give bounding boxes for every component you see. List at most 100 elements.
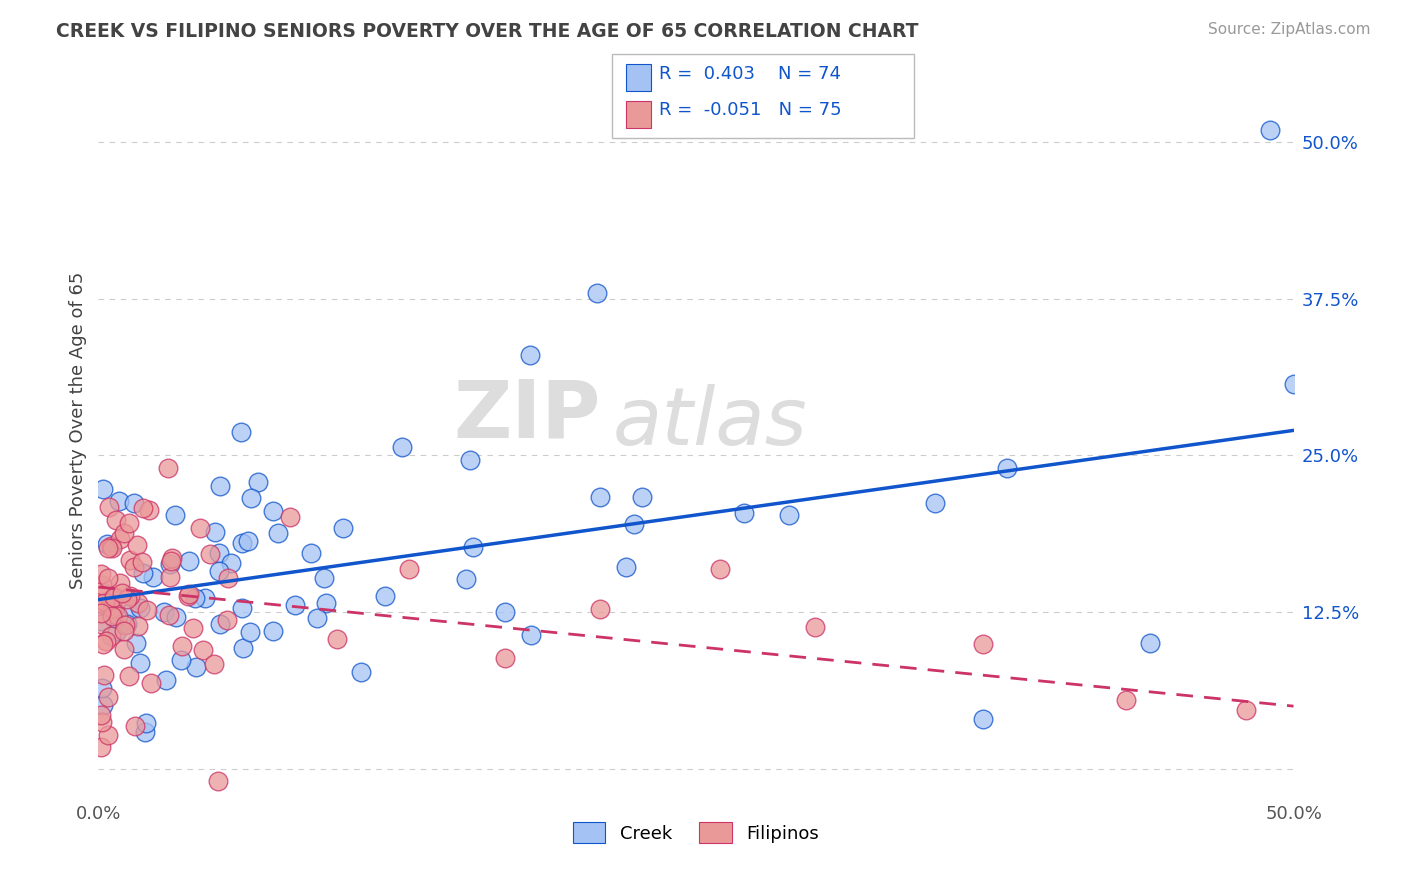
- Point: [103, 590, 125, 604]
- Point: [110, 576, 132, 591]
- Point: [91, 483, 114, 497]
- Point: [972, 712, 994, 726]
- Point: [112, 624, 135, 638]
- Point: [454, 572, 477, 586]
- Point: [460, 453, 482, 467]
- Point: [972, 636, 994, 650]
- Point: [159, 570, 181, 584]
- Point: [262, 504, 284, 518]
- Text: CREEK VS FILIPINO SENIORS POVERTY OVER THE AGE OF 65 CORRELATION CHART: CREEK VS FILIPINO SENIORS POVERTY OVER T…: [56, 22, 918, 41]
- Point: [117, 591, 139, 606]
- Point: [91, 714, 114, 729]
- Point: [709, 562, 731, 576]
- Point: [94, 594, 117, 608]
- Point: [91, 698, 114, 713]
- Point: [124, 496, 146, 510]
- Point: [112, 526, 135, 541]
- Point: [314, 571, 336, 585]
- Point: [132, 500, 155, 515]
- Point: [93, 667, 115, 681]
- Point: [160, 550, 183, 565]
- Point: [115, 617, 138, 632]
- Point: [155, 673, 177, 688]
- Point: [128, 656, 150, 670]
- Point: [170, 653, 193, 667]
- Point: [1115, 693, 1137, 707]
- Point: [90, 567, 112, 582]
- Point: [101, 609, 124, 624]
- Point: [207, 546, 229, 560]
- Point: [231, 600, 253, 615]
- Point: [177, 587, 200, 601]
- Point: [461, 540, 484, 554]
- Point: [105, 624, 128, 638]
- Text: R =  0.403    N = 74: R = 0.403 N = 74: [659, 65, 841, 83]
- Point: [90, 606, 112, 620]
- Point: [101, 591, 124, 605]
- Point: [184, 659, 207, 673]
- Point: [519, 348, 541, 362]
- Point: [589, 602, 612, 616]
- Point: [207, 774, 229, 789]
- Point: [97, 541, 120, 556]
- Point: [778, 508, 800, 522]
- Point: [90, 615, 112, 629]
- Point: [138, 503, 160, 517]
- Point: [315, 596, 337, 610]
- Point: [200, 547, 222, 561]
- Point: [191, 643, 214, 657]
- Point: [97, 729, 120, 743]
- Point: [1282, 376, 1305, 391]
- Point: [117, 669, 139, 683]
- Point: [176, 589, 198, 603]
- Point: [131, 566, 153, 580]
- Point: [135, 716, 157, 731]
- Point: [125, 636, 148, 650]
- Point: [586, 285, 609, 300]
- Point: [100, 539, 122, 553]
- Point: [208, 616, 231, 631]
- Point: [494, 651, 516, 665]
- Point: [284, 598, 307, 612]
- Point: [120, 589, 142, 603]
- Point: [614, 560, 637, 574]
- Point: [96, 690, 118, 705]
- Point: [127, 596, 149, 610]
- Point: [101, 601, 124, 615]
- Point: [219, 556, 242, 570]
- Text: ZIP: ZIP: [453, 376, 600, 455]
- Point: [103, 611, 125, 625]
- Point: [172, 639, 194, 653]
- Point: [266, 525, 288, 540]
- Point: [924, 495, 946, 509]
- Point: [278, 509, 301, 524]
- Point: [184, 591, 207, 606]
- Point: [97, 571, 120, 585]
- Point: [194, 591, 217, 606]
- Point: [120, 553, 142, 567]
- Point: [91, 681, 114, 695]
- Point: [804, 620, 827, 634]
- Point: [134, 725, 156, 739]
- Point: [240, 491, 263, 505]
- Point: [231, 425, 253, 440]
- Text: atlas: atlas: [613, 384, 807, 462]
- Point: [124, 719, 146, 733]
- Point: [215, 613, 238, 627]
- Point: [239, 624, 262, 639]
- Point: [100, 629, 122, 643]
- Point: [108, 532, 131, 546]
- Point: [630, 490, 652, 504]
- Point: [91, 637, 114, 651]
- Point: [209, 478, 232, 492]
- Point: [125, 538, 148, 552]
- Point: [118, 516, 141, 530]
- Point: [995, 461, 1018, 475]
- Point: [114, 617, 136, 632]
- Point: [326, 632, 349, 646]
- Point: [589, 491, 612, 505]
- Point: [165, 508, 187, 522]
- Point: [98, 500, 121, 515]
- Point: [391, 440, 413, 454]
- Point: [1258, 122, 1281, 136]
